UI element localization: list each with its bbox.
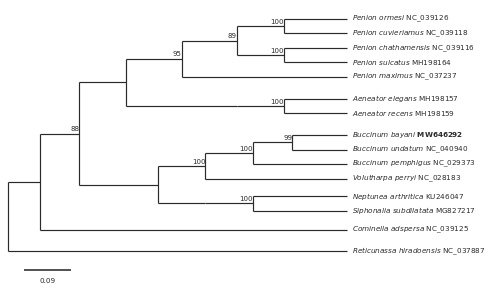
Text: $\it{Penion\ cuvieriamus}$ NC_039118: $\it{Penion\ cuvieriamus}$ NC_039118 <box>352 28 469 39</box>
Text: $\it{Reticunassa\ hiradoensis}$ NC_037887: $\it{Reticunassa\ hiradoensis}$ NC_03788… <box>352 246 486 257</box>
Text: $\bf{\it{Buccinum\ bayani}}$ $\bf{MW646292}$: $\bf{\it{Buccinum\ bayani}}$ $\bf{MW6462… <box>352 130 464 140</box>
Text: $\it{Buccinum\ pemphigus}$ NC_029373: $\it{Buccinum\ pemphigus}$ NC_029373 <box>352 159 476 169</box>
Text: $\it{Cominella\ adspersa}$ NC_039125: $\it{Cominella\ adspersa}$ NC_039125 <box>352 224 469 235</box>
Text: 100: 100 <box>270 48 284 54</box>
Text: 95: 95 <box>173 51 182 57</box>
Text: 100: 100 <box>239 146 252 152</box>
Text: $\it{Aeneator\ elegans}$ MH198157: $\it{Aeneator\ elegans}$ MH198157 <box>352 93 459 104</box>
Text: $\it{Penion\ ormesi}$ NC_039126: $\it{Penion\ ormesi}$ NC_039126 <box>352 13 449 24</box>
Text: $\it{Neptunea\ arthritica}$ KU246047: $\it{Neptunea\ arthritica}$ KU246047 <box>352 191 465 202</box>
Text: 100: 100 <box>270 98 284 105</box>
Text: 0.09: 0.09 <box>40 278 56 284</box>
Text: 89: 89 <box>228 33 237 39</box>
Text: $\it{Buccinum\ undatum}$ NC_040940: $\it{Buccinum\ undatum}$ NC_040940 <box>352 144 469 155</box>
Text: 88: 88 <box>70 126 79 132</box>
Text: 100: 100 <box>239 196 252 202</box>
Text: $\it{Penion\ maximus}$ NC_037237: $\it{Penion\ maximus}$ NC_037237 <box>352 72 458 82</box>
Text: $\it{Penion\ sulcatus}$ MH198164: $\it{Penion\ sulcatus}$ MH198164 <box>352 57 452 67</box>
Text: $\it{Aeneator\ recens}$ MH198159: $\it{Aeneator\ recens}$ MH198159 <box>352 108 455 118</box>
Text: $\it{Siphonalia\ subdilatata}$ MG827217: $\it{Siphonalia\ subdilatata}$ MG827217 <box>352 205 476 216</box>
Text: 100: 100 <box>270 18 284 25</box>
Text: 100: 100 <box>192 159 205 165</box>
Text: $\it{Volutharpa\ perryi}$ NC_028183: $\it{Volutharpa\ perryi}$ NC_028183 <box>352 173 461 185</box>
Text: $\it{Penion\ chathamensis}$ NC_039116: $\it{Penion\ chathamensis}$ NC_039116 <box>352 42 475 53</box>
Text: 99: 99 <box>283 135 292 141</box>
